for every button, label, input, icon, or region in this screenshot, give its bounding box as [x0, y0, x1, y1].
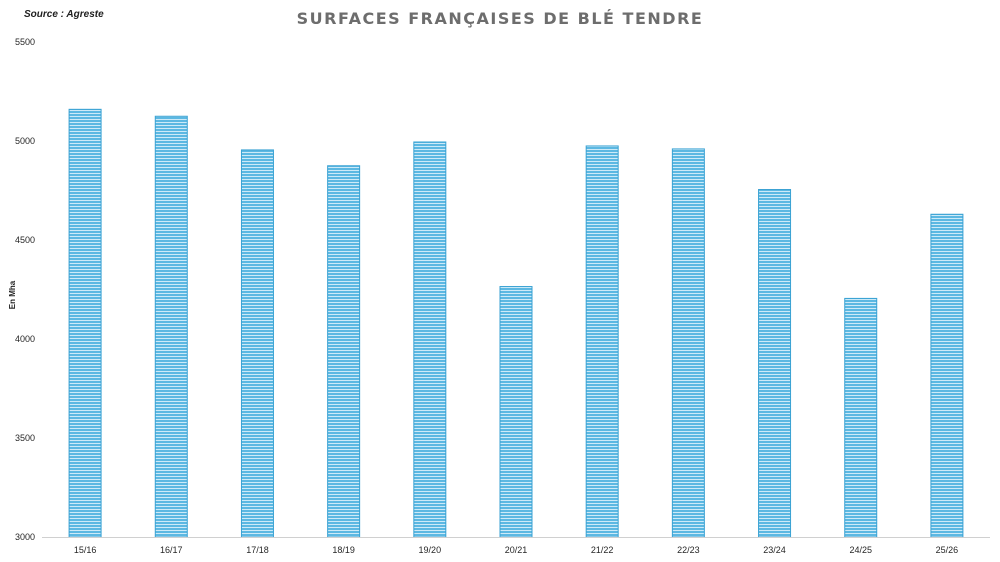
bar [758, 189, 792, 538]
bars [68, 108, 964, 538]
x-axis-ticks: 15/16 16/17 17/18 18/19 19/20 20/21 21/22 22/23… [74, 545, 958, 555]
x-tick-label: 22/23 [677, 545, 700, 555]
bar [154, 115, 188, 538]
source-label: Source : Agreste [24, 9, 104, 20]
y-tick-label: 5500 [15, 37, 35, 47]
x-tick-label: 20/21 [505, 545, 528, 555]
y-axis-label: En Mha [8, 280, 17, 309]
x-tick-label: 17/18 [246, 545, 269, 555]
bar [68, 108, 102, 538]
bar [671, 148, 705, 538]
x-tick-label: 15/16 [74, 545, 97, 555]
y-tick-label: 4000 [15, 334, 35, 344]
bar [240, 149, 274, 538]
x-tick-label: 25/26 [936, 545, 959, 555]
bar [327, 165, 361, 538]
bar [585, 145, 619, 538]
bar [413, 141, 447, 538]
chart-title: SURFACES FRANÇAISES DE BLÉ TENDRE [297, 9, 704, 28]
x-tick-label: 24/25 [849, 545, 872, 555]
y-axis-ticks: 3000 3500 4000 4500 5000 5500 [15, 37, 35, 542]
y-tick-label: 5000 [15, 136, 35, 146]
bar [930, 213, 964, 538]
x-tick-label: 23/24 [763, 545, 786, 555]
x-tick-label: 21/22 [591, 545, 614, 555]
bar [844, 297, 878, 538]
y-tick-label: 3500 [15, 433, 35, 443]
x-tick-label: 18/19 [332, 545, 355, 555]
y-tick-label: 4500 [15, 235, 35, 245]
bar [499, 286, 533, 538]
x-tick-label: 19/20 [419, 545, 442, 555]
x-tick-label: 16/17 [160, 545, 183, 555]
y-tick-label: 3000 [15, 532, 35, 542]
